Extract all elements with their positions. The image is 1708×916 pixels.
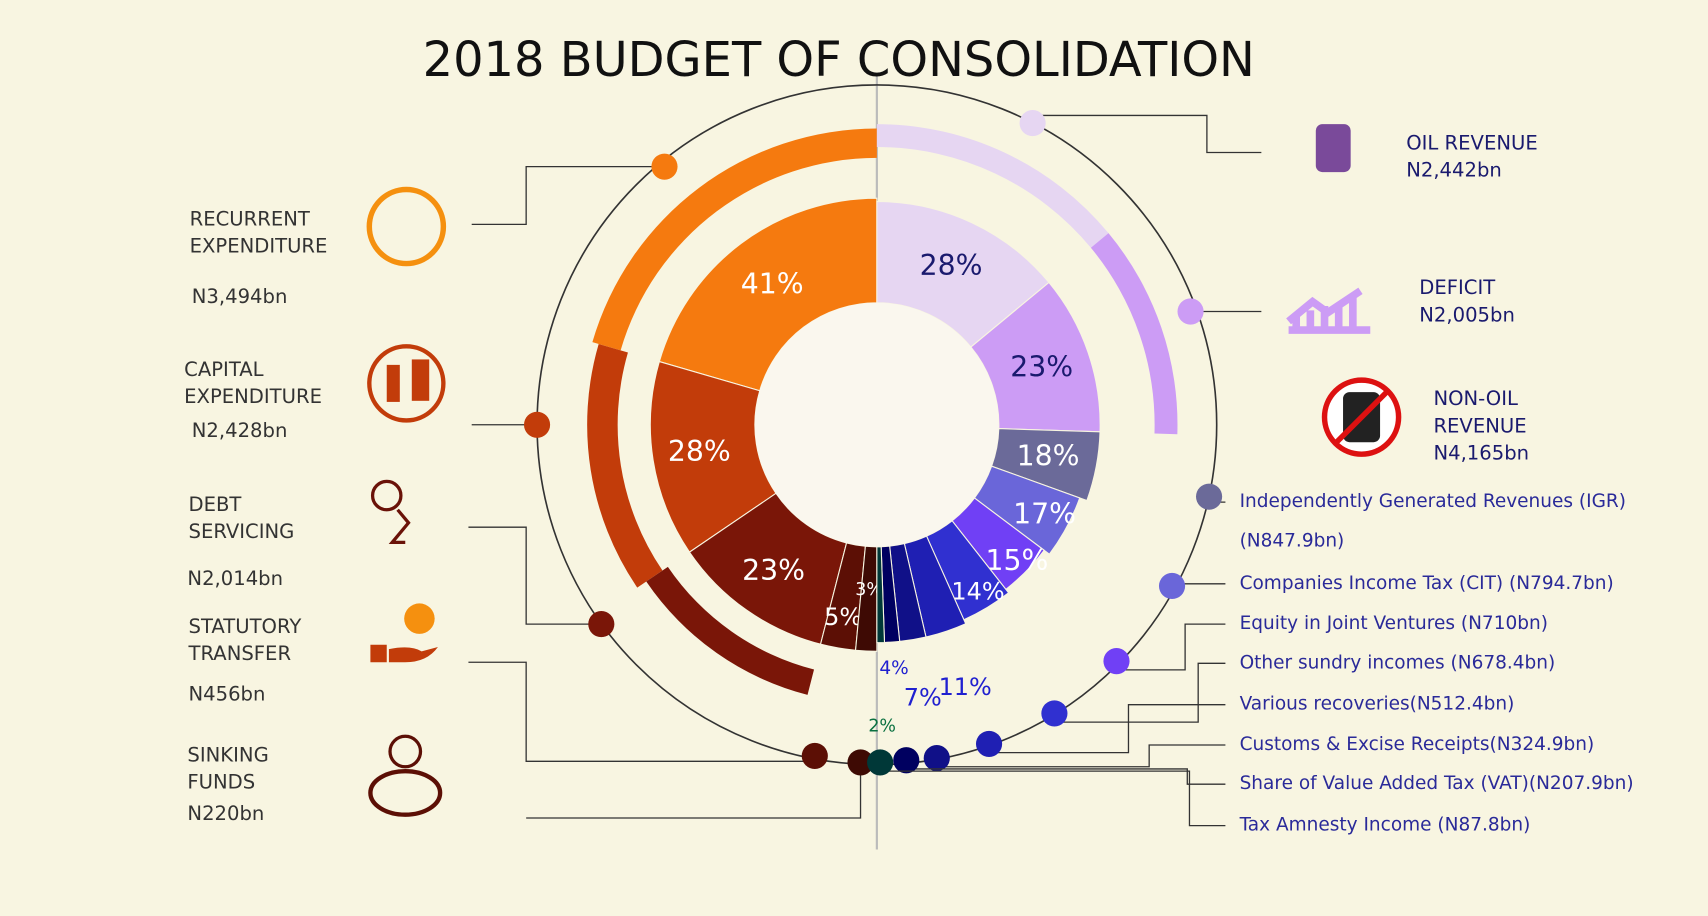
- icon-naira: [366, 186, 447, 267]
- category-label: RECURRENT: [190, 208, 311, 231]
- value-label: 2%: [868, 716, 896, 736]
- amount-label: N220bn: [187, 802, 264, 825]
- value-label: 3%: [855, 580, 883, 600]
- marker-dot: [847, 749, 874, 776]
- marker-dot: [923, 744, 950, 772]
- value-label: 17%: [1013, 497, 1076, 530]
- icon-hand: [370, 644, 438, 663]
- icon-part: [411, 359, 430, 401]
- outer-arc: [587, 343, 663, 588]
- marker-dot: [523, 411, 551, 438]
- icon-part: [388, 508, 411, 545]
- outer-arc: [646, 566, 815, 695]
- leader-line: [468, 661, 815, 762]
- marker-dot: [1103, 648, 1130, 675]
- leader-line: [526, 762, 862, 819]
- amount-label: N2,005bn: [1419, 303, 1515, 326]
- amount-label: N456bn: [189, 682, 266, 705]
- icons: [366, 124, 1402, 817]
- amount-label: N2,428bn: [192, 419, 288, 442]
- icon-buildings: [367, 344, 446, 423]
- labels: 41% 28% 23% 5% 3% 28% 23% 18% 17% 15%14% 11%7% 4% 2%…: [184, 110, 1634, 836]
- category-label: CAPITAL: [184, 358, 264, 381]
- icon-piggy: [368, 768, 443, 817]
- leader-line: [468, 526, 602, 625]
- value-label: 41%: [741, 267, 804, 300]
- category-label: SINKING: [187, 743, 268, 766]
- marker-dot: [975, 730, 1003, 757]
- segment: [658, 197, 878, 392]
- amount-label: N4,165bn: [1433, 442, 1529, 465]
- category-label: Companies Income Tax (CIT) (N794.7bn): [1240, 573, 1614, 594]
- outer-arc: [1090, 233, 1178, 435]
- value-label: 28%: [920, 249, 983, 282]
- leaders: [468, 114, 1262, 819]
- category-label: REVENUE: [1433, 414, 1526, 437]
- donut-hole: [754, 302, 999, 547]
- category-label: Independently Generated Revenues (IGR): [1240, 491, 1626, 512]
- marker-dot: [1158, 572, 1186, 600]
- chart-title: 2018 BUDGET OF CONSOLIDATION: [423, 33, 1255, 88]
- category-label: Customs & Excise Receipts(N324.9bn): [1240, 734, 1595, 755]
- value-label: 11%: [939, 673, 992, 701]
- amount-label: N3,494bn: [192, 285, 288, 308]
- value-label: 18%: [1017, 439, 1080, 472]
- marker-dot: [867, 749, 894, 776]
- category-label: Share of Value Added Tax (VAT)(N207.9bn): [1240, 773, 1634, 794]
- category-label: TRANSFER: [188, 642, 292, 665]
- amount-label: N2,014bn: [187, 567, 283, 590]
- category-label: NON-OIL: [1433, 387, 1518, 410]
- value-label: 5%: [824, 603, 862, 631]
- category-label: OIL REVENUE: [1406, 131, 1538, 154]
- category-label: EXPENDITURE: [190, 235, 328, 258]
- outer-arc: [876, 124, 1109, 248]
- category-label: STATUTORY: [189, 615, 302, 638]
- category-label: SERVICING: [189, 520, 295, 543]
- value-label: 23%: [1010, 350, 1073, 383]
- icon-barrel: [1315, 124, 1351, 173]
- icon-coin: [388, 734, 423, 769]
- icon-part: [386, 364, 400, 402]
- marker-dot: [801, 742, 828, 769]
- marker-dot: [893, 747, 920, 774]
- category-label: Various recoveries(N512.4bn): [1240, 694, 1515, 715]
- marker-dot: [1196, 483, 1223, 510]
- marker-dot: [1019, 110, 1046, 137]
- value-label: 14%: [951, 578, 1004, 606]
- leader-line: [1032, 114, 1262, 154]
- outer-arc: [592, 128, 877, 351]
- category-label: DEFICIT: [1419, 276, 1496, 299]
- category-label: Other sundry incomes (N678.4bn): [1240, 652, 1556, 673]
- category-label: Tax Amnesty Income (N87.8bn): [1239, 815, 1531, 836]
- amount-label: N2,442bn: [1406, 159, 1502, 182]
- category-label: FUNDS: [187, 771, 255, 794]
- marker-dot: [651, 153, 678, 180]
- category-label: DEBT: [189, 493, 243, 516]
- value-label: 28%: [668, 435, 731, 468]
- icon-chart: [1286, 287, 1371, 334]
- leader-line: [471, 165, 665, 226]
- value-label: 23%: [742, 554, 805, 587]
- value-label: 7%: [904, 684, 942, 712]
- category-label: EXPENDITURE: [184, 385, 322, 408]
- category-label: Equity in Joint Ventures (N710bn): [1240, 613, 1548, 634]
- value-label: 15%: [986, 544, 1049, 577]
- icon-debt: [370, 479, 403, 512]
- marker-dot: [1041, 700, 1068, 727]
- marker-dot: [1177, 298, 1204, 325]
- icon-part: [1333, 389, 1390, 446]
- category-label: (N847.9bn): [1240, 530, 1345, 551]
- icon-coin: [404, 603, 435, 634]
- value-label: 4%: [879, 658, 908, 679]
- marker-dot: [588, 611, 615, 638]
